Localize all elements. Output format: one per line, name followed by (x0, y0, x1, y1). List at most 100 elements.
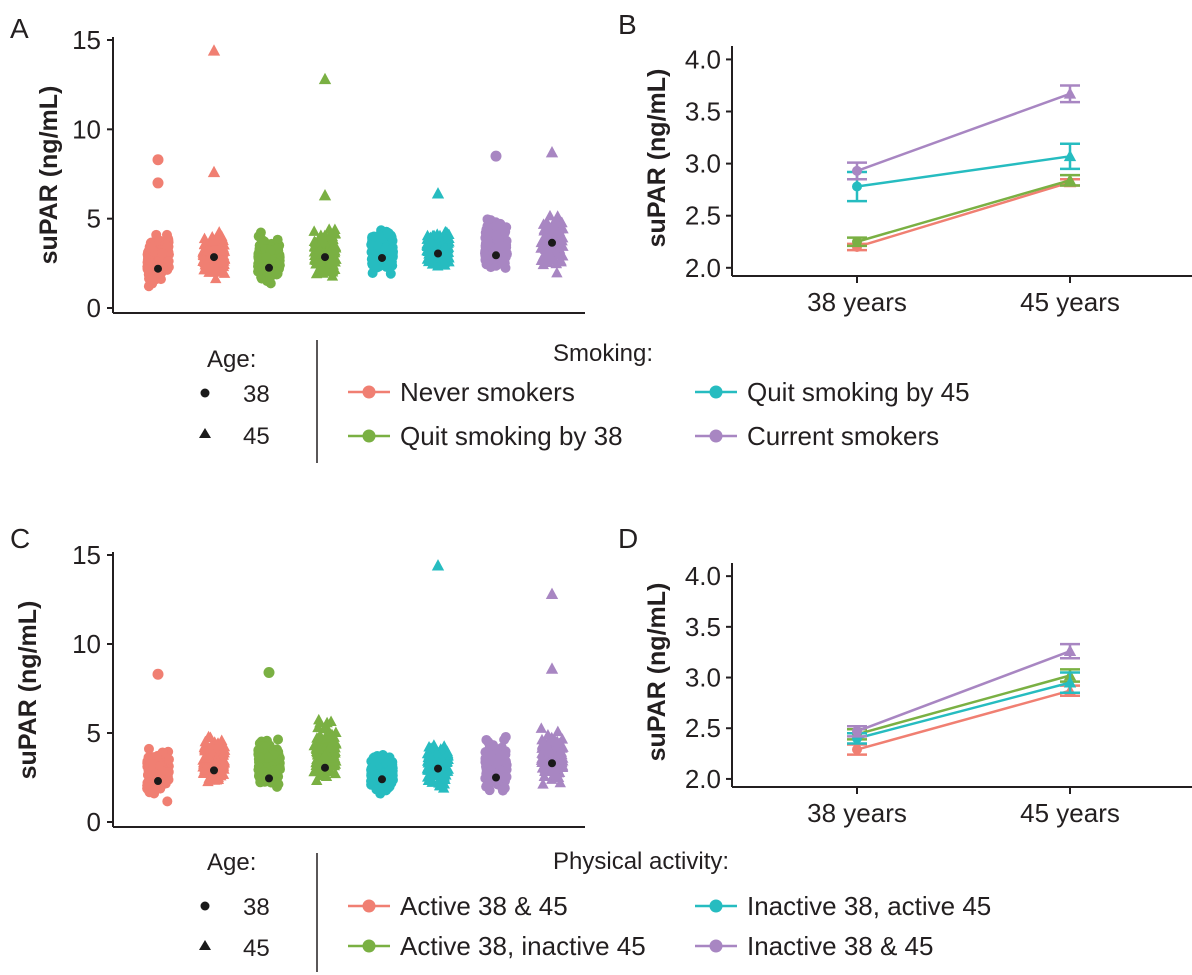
data-point (218, 239, 230, 250)
data-point (423, 764, 435, 775)
outlier-point (207, 165, 221, 178)
legend-key-marker (709, 429, 723, 443)
mean-point (320, 762, 330, 773)
data-point (425, 234, 437, 246)
y-tick-label: 2.5 (685, 713, 721, 743)
data-point (556, 216, 568, 228)
data-point (535, 722, 548, 733)
data-point (203, 774, 215, 785)
series-point (1063, 149, 1077, 162)
legend-age-title: Age: (207, 849, 256, 876)
y-tick-label: 4.0 (685, 44, 721, 74)
series-line (856, 155, 1071, 188)
mean-point (153, 263, 163, 274)
series-point (852, 236, 862, 247)
data-point (204, 742, 216, 753)
legend-key-marker (362, 939, 376, 953)
legend-age-45-label: 45 (243, 935, 270, 962)
data-point (554, 776, 566, 788)
data-point (254, 752, 265, 763)
data-point (481, 236, 492, 247)
legend-key-marker (709, 385, 723, 399)
mean-point (491, 772, 501, 783)
legend-item-label: Quit smoking by 45 (747, 377, 970, 407)
legend-age-38-marker (200, 388, 210, 398)
data-point (542, 728, 554, 740)
data-point (317, 232, 329, 244)
data-point (328, 752, 340, 763)
data-point (203, 244, 216, 255)
outlier-point (545, 587, 559, 600)
legend-key-marker (362, 899, 376, 913)
data-point (308, 739, 320, 751)
data-point (491, 230, 502, 241)
y-tick-label: 3.5 (685, 97, 721, 127)
series-point (1063, 87, 1077, 99)
series-line (856, 674, 1071, 736)
data-point (543, 763, 555, 774)
data-point (310, 267, 323, 279)
data-point (548, 768, 560, 779)
y-tick-label: 2.0 (685, 764, 721, 794)
legend-age-45-marker (199, 428, 211, 438)
data-point (274, 260, 285, 271)
data-point (146, 274, 157, 285)
data-point (557, 741, 569, 752)
data-point (495, 218, 506, 229)
legend-group-title: Smoking: (553, 340, 653, 367)
legend-item-label: Current smokers (747, 421, 939, 451)
data-point (265, 278, 276, 289)
series-point (1063, 676, 1077, 688)
data-point (481, 259, 492, 270)
series-point (852, 726, 862, 737)
y-tick-label: 4.0 (685, 561, 721, 591)
legend-age-38-label: 38 (243, 381, 270, 408)
data-point (312, 752, 324, 763)
mean-point (433, 248, 443, 259)
data-point (156, 766, 167, 777)
legend-age-45-marker (199, 940, 211, 950)
data-point (537, 778, 549, 789)
legend-item-label: Inactive 38 & 45 (747, 931, 933, 961)
mean-point (377, 252, 387, 263)
mean-point (433, 763, 443, 774)
data-point (500, 772, 511, 783)
y-tick-label: 15 (72, 540, 101, 570)
data-point (199, 763, 211, 774)
data-point (538, 770, 550, 782)
data-point (311, 774, 323, 785)
data-point (542, 243, 554, 255)
outlier-point (431, 559, 445, 571)
data-point (497, 785, 508, 796)
legend-age-45-label: 45 (243, 423, 270, 450)
x-tick-label: 38 years (807, 287, 907, 317)
data-point (443, 228, 455, 239)
data-point (427, 775, 439, 787)
y-tick-label: 3.5 (685, 612, 721, 642)
legend-item-label: Inactive 38, active 45 (747, 891, 991, 921)
data-point (551, 210, 564, 221)
legend-key-marker (709, 899, 723, 913)
data-point (218, 267, 231, 278)
data-point (318, 749, 331, 761)
outlier-point (318, 72, 332, 85)
outlier-point (431, 187, 445, 199)
data-point (217, 260, 230, 272)
y-tick-label: 3.0 (685, 663, 721, 693)
mean-point (547, 237, 557, 248)
data-point (272, 777, 283, 788)
panel-c-ylabel: suPAR (ng/mL) (14, 601, 42, 780)
series-point (1063, 173, 1077, 186)
outlier-point (318, 188, 332, 201)
data-point (163, 754, 174, 765)
y-tick-label: 2.5 (685, 201, 721, 231)
outlier-point (207, 44, 221, 56)
legend-smoking: Age: 38 45 Smoking: Never smokers Quit sm… (199, 340, 970, 463)
data-point (199, 735, 211, 747)
outlier-point (545, 146, 559, 158)
data-point (143, 743, 154, 754)
outlier-point (152, 177, 164, 189)
legend-age-38-label: 38 (243, 894, 270, 921)
data-point (320, 770, 333, 782)
data-point (157, 248, 168, 259)
